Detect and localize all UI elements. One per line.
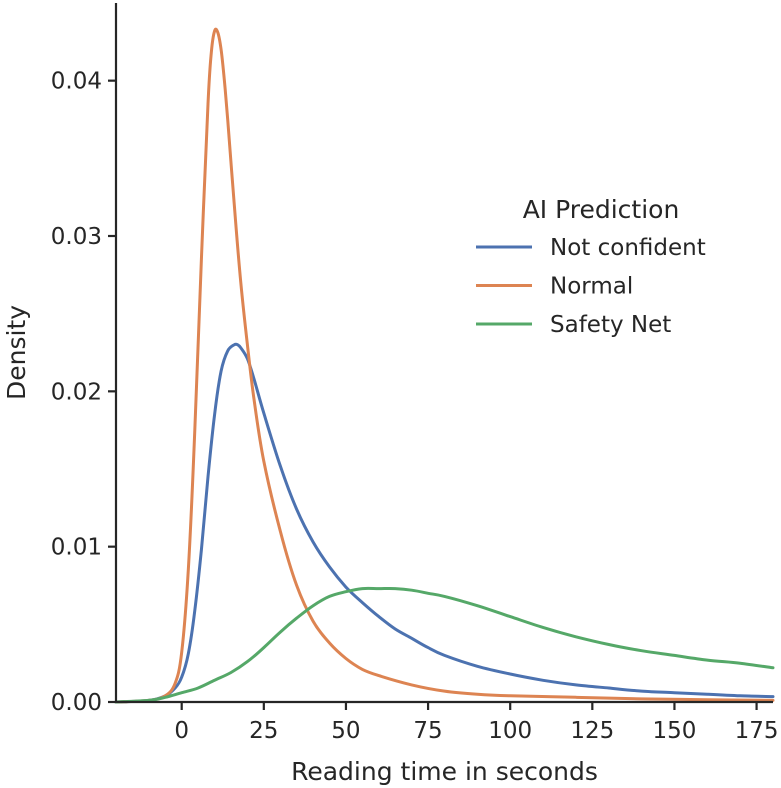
legend-items: Not confident Normal Safety Net — [476, 235, 706, 338]
plot-area: 0 25 50 75 100 125 150 175 0.00 0.01 0.02 0.03 0.04 — [51, 3, 779, 744]
density-curves — [114, 27, 775, 704]
y-axis-ticks: 0.00 0.01 0.02 0.03 0.04 — [51, 69, 116, 716]
legend: AI Prediction Not confident Normal Safety … — [476, 195, 706, 338]
x-axis-label: Reading time in seconds — [291, 757, 598, 786]
legend-label-safety-net: Safety Net — [550, 312, 671, 338]
x-tick-label: 75 — [413, 718, 442, 744]
x-tick-label: 150 — [652, 718, 696, 744]
legend-title: AI Prediction — [523, 195, 680, 224]
legend-label-not-confident: Not confident — [550, 235, 706, 261]
x-tick-label: 100 — [488, 718, 532, 744]
x-axis-ticks: 0 25 50 75 100 125 150 175 — [174, 702, 779, 744]
series-line-safety-net — [114, 586, 775, 704]
x-tick-label: 50 — [331, 718, 360, 744]
y-tick-label: 0.00 — [51, 690, 102, 716]
x-tick-label: 0 — [174, 718, 189, 744]
y-tick-label: 0.01 — [51, 535, 102, 561]
legend-label-normal: Normal — [550, 274, 633, 300]
x-tick-label: 125 — [570, 718, 614, 744]
series-line-not-confident — [114, 342, 775, 704]
x-tick-label: 25 — [249, 718, 278, 744]
y-axis-label: Density — [2, 305, 31, 400]
series-line-normal — [114, 27, 775, 704]
x-tick-label: 175 — [735, 718, 779, 744]
y-tick-label: 0.02 — [51, 379, 102, 405]
y-tick-label: 0.04 — [51, 69, 102, 95]
y-tick-label: 0.03 — [51, 224, 102, 250]
